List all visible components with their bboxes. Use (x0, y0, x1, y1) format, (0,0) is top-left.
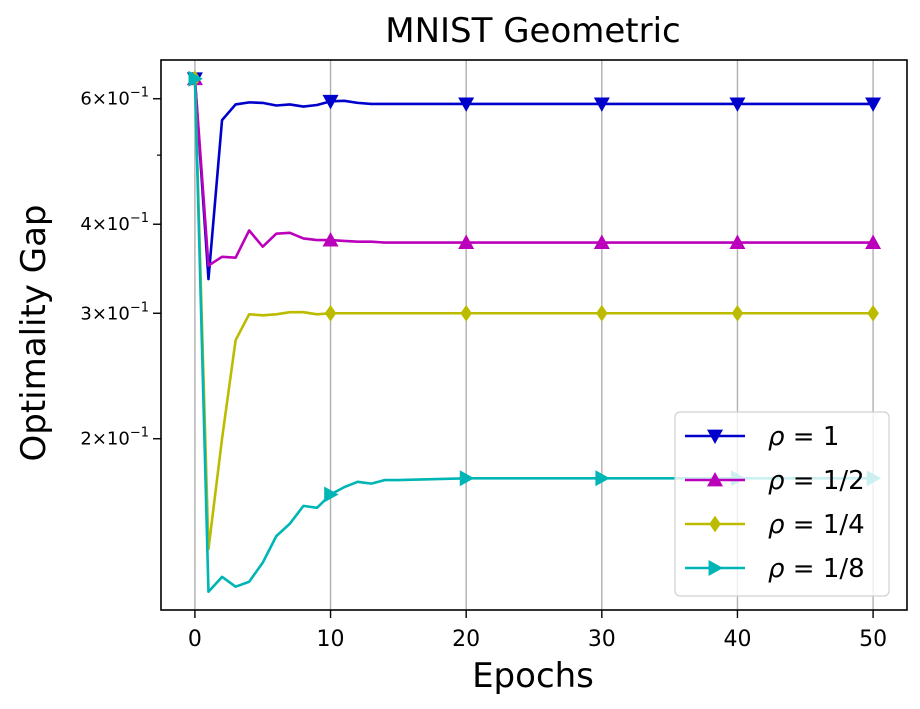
data-point (188, 70, 203, 87)
y-axis-label: Optimality Gap (14, 205, 54, 462)
data-point (324, 486, 339, 503)
chart-title: MNIST Geometric (385, 11, 681, 51)
x-tick-label: 10 (317, 627, 345, 652)
legend-swatch-marker (709, 515, 721, 533)
series-line (193, 78, 874, 594)
data-point (324, 304, 337, 322)
x-axis-label: Epochs (472, 656, 594, 696)
legend-item: ρ = 1/2 (685, 466, 865, 496)
legend-item: ρ = 1 (685, 422, 839, 452)
y-tick-label: 2×10−1 (80, 426, 149, 450)
x-gridlines (194, 60, 874, 610)
data-point (459, 470, 475, 487)
x-tick-label: 20 (452, 627, 480, 652)
x-axis: 0 10 20 30 40 50 (188, 610, 887, 652)
series-2 (186, 70, 882, 267)
legend-label: ρ = 1/8 (768, 554, 865, 584)
legend-label: ρ = 1/4 (768, 510, 865, 540)
legend-label: ρ = 1/2 (768, 466, 865, 496)
data-point (593, 97, 610, 112)
data-point (867, 304, 879, 322)
series-3 (189, 70, 879, 551)
legend-swatch-marker (707, 429, 723, 444)
data-point (865, 234, 882, 249)
series-line (193, 78, 874, 281)
data-point (458, 97, 475, 112)
data-point (460, 304, 472, 322)
data-point (593, 234, 610, 249)
series-line (193, 78, 874, 551)
data-point (595, 470, 610, 487)
legend-item: ρ = 1/4 (685, 510, 865, 540)
legend-swatch-marker (708, 560, 723, 576)
x-tick-label: 40 (723, 627, 751, 652)
data-point (596, 304, 608, 322)
data-point (322, 232, 339, 247)
series-1 (186, 72, 882, 281)
data-point (865, 97, 882, 112)
data-point (322, 94, 339, 110)
x-tick-label: 30 (588, 627, 616, 652)
series-line (193, 78, 874, 267)
y-axis: 2×10−1 3×10−1 4×10−1 6×10−1 (80, 86, 161, 450)
y-tick-label: 4×10−1 (80, 211, 149, 235)
series-lines (186, 70, 882, 594)
x-tick-label: 50 (859, 627, 887, 652)
legend-swatch-marker (707, 472, 723, 487)
legend-label: ρ = 1 (768, 422, 839, 452)
data-point (729, 97, 746, 112)
plot-frame (160, 59, 908, 611)
legend-box (674, 411, 890, 597)
data-point (458, 234, 475, 249)
data-point (729, 234, 746, 249)
y-tick-label: 6×10−1 (80, 86, 149, 110)
legend: ρ = 1 ρ = 1/2 ρ = 1/4 ρ = 1/8 (674, 411, 890, 597)
y-tick-label: 3×10−1 (80, 300, 149, 324)
data-point (731, 304, 744, 322)
x-tick-label: 0 (188, 627, 202, 652)
legend-item: ρ = 1/8 (685, 554, 865, 584)
